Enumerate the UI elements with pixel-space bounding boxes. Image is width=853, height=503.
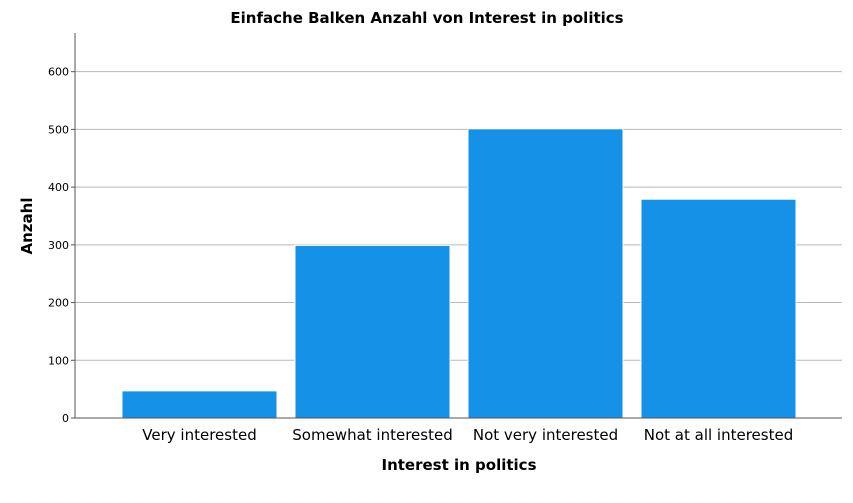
y-tick-labels: 0 100 200 300 400 500 600 [48, 66, 69, 425]
bar [640, 198, 797, 419]
x-tick-label: Very interested [142, 426, 256, 444]
x-tick-label: Somewhat interested [292, 426, 452, 444]
y-tick-label: 300 [48, 239, 69, 252]
x-tick-labels: Very interested Somewhat interested Not ve… [142, 426, 793, 444]
axes [71, 33, 842, 419]
chart-title: Einfache Balken Anzahl von Interest in p… [230, 9, 623, 27]
y-tick-label: 0 [62, 412, 69, 425]
y-tick-label: 200 [48, 297, 69, 310]
bar [467, 128, 624, 419]
y-tick-label: 600 [48, 66, 69, 79]
bar [294, 244, 451, 419]
y-tick-label: 400 [48, 181, 69, 194]
bar [121, 390, 278, 419]
y-tick-label: 500 [48, 123, 69, 136]
x-tick-label: Not at all interested [644, 426, 793, 444]
x-axis-label: Interest in politics [382, 456, 537, 474]
bars [121, 128, 797, 419]
y-axis-label: Anzahl [18, 198, 36, 255]
y-tick-label: 100 [48, 354, 69, 367]
x-tick-label: Not very interested [473, 426, 618, 444]
